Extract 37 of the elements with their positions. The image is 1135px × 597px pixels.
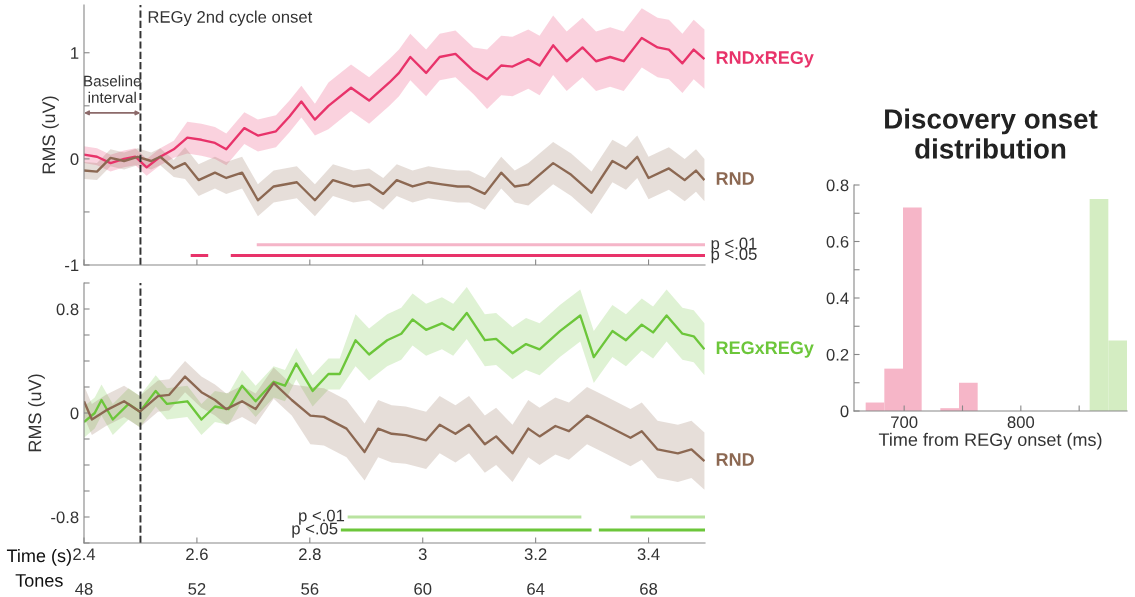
y-tick-label: 0	[840, 405, 849, 418]
y-tick-label: 0	[70, 153, 79, 166]
ref-line-label: REGy 2nd cycle onset	[148, 10, 313, 27]
x2-axis-title: Tones	[15, 574, 63, 587]
y-axis-title: RMS (uV)	[28, 374, 45, 452]
y-tick-label: 0.2	[826, 348, 849, 361]
series-label: RNDxREGy	[716, 51, 814, 68]
y-axis-title: RMS (uV)	[41, 96, 59, 174]
y-tick-label: 1	[71, 47, 79, 59]
x2-tick-label: 64	[527, 583, 545, 595]
x-tick-label: 3.2	[524, 548, 547, 561]
series-label: REGxREGy	[716, 341, 814, 358]
chart-title: Discovery onset distribution	[885, 108, 1098, 159]
x-axis-title: Time from REGy onset (ms)	[878, 432, 1102, 450]
y-tick-label: 0.4	[826, 292, 849, 305]
x2-tick-label: 68	[640, 583, 658, 595]
x2-tick-label: 48	[75, 583, 93, 595]
series-label: RND	[716, 453, 754, 466]
x-tick-label: 3.4	[637, 548, 660, 561]
y-tick-label: -0.8	[51, 511, 79, 524]
y-tick-label: 0	[70, 407, 79, 420]
y-tick-label: 0.8	[826, 179, 849, 192]
x2-tick-label: 56	[301, 583, 319, 595]
x-tick-label: 2.8	[299, 548, 321, 561]
y-tick-label: 0.6	[826, 235, 849, 248]
x-tick-label: 700	[891, 416, 918, 429]
y-tick-label: 0.8	[56, 303, 79, 316]
series-label: RND	[716, 172, 754, 185]
annotation: Baseline interval	[84, 75, 141, 103]
x-tick-label: 2.6	[186, 548, 208, 561]
x2-tick-label: 60	[414, 583, 432, 595]
x-tick-label: 3	[418, 548, 427, 561]
x-tick-label: 2.4	[73, 548, 96, 560]
x2-tick-label: 52	[188, 583, 206, 595]
x-axis-title: Time (s)	[6, 548, 71, 566]
x-tick-label: 800	[1007, 416, 1035, 429]
y-tick-label: -1	[65, 259, 79, 272]
